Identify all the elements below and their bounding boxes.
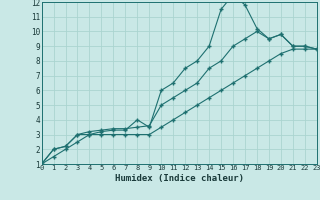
X-axis label: Humidex (Indice chaleur): Humidex (Indice chaleur) [115, 174, 244, 183]
